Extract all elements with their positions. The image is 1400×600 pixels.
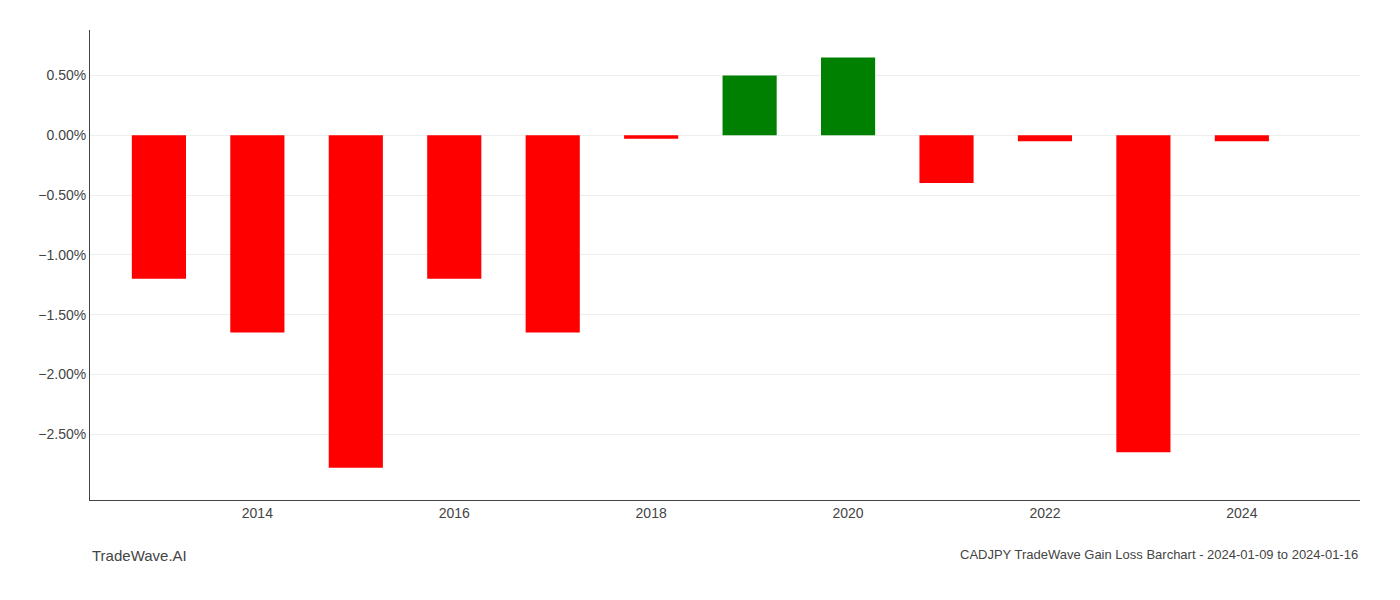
svg-text:CADJPY TradeWave Gain Loss Bar: CADJPY TradeWave Gain Loss Barchart - 20… (960, 547, 1358, 562)
svg-text:−1.50%: −1.50% (38, 307, 86, 323)
svg-text:2020: 2020 (832, 505, 863, 521)
svg-text:2016: 2016 (439, 505, 470, 521)
svg-text:−2.00%: −2.00% (38, 366, 86, 382)
svg-text:2014: 2014 (242, 505, 273, 521)
svg-text:2022: 2022 (1029, 505, 1060, 521)
svg-text:0.00%: 0.00% (46, 127, 86, 143)
svg-text:TradeWave.AI: TradeWave.AI (92, 547, 187, 564)
svg-text:−0.50%: −0.50% (38, 187, 86, 203)
svg-text:−2.50%: −2.50% (38, 426, 86, 442)
svg-text:2018: 2018 (636, 505, 667, 521)
svg-text:0.50%: 0.50% (46, 67, 86, 83)
svg-text:−1.00%: −1.00% (38, 247, 86, 263)
svg-text:2024: 2024 (1226, 505, 1257, 521)
